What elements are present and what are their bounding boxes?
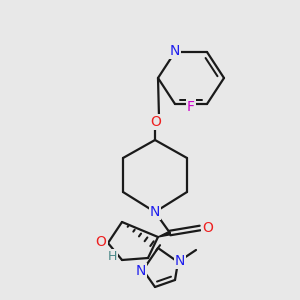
Text: N: N: [136, 264, 146, 278]
Polygon shape: [158, 231, 171, 237]
Text: N: N: [150, 205, 160, 219]
Text: F: F: [187, 100, 195, 114]
Text: N: N: [170, 44, 180, 58]
Text: O: O: [202, 221, 213, 235]
Text: N: N: [175, 254, 185, 268]
Text: O: O: [96, 235, 106, 249]
Text: O: O: [151, 115, 161, 129]
Text: H: H: [107, 250, 117, 262]
